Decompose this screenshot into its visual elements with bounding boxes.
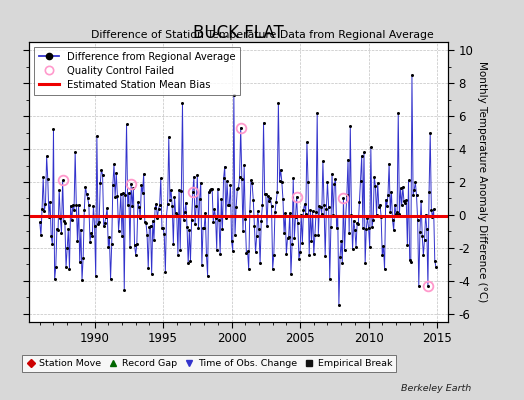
Title: BUCK FLAT: BUCK FLAT <box>193 24 284 42</box>
Legend: Station Move, Record Gap, Time of Obs. Change, Empirical Break: Station Move, Record Gap, Time of Obs. C… <box>22 355 396 372</box>
Text: Berkeley Earth: Berkeley Earth <box>401 384 472 393</box>
Text: Difference of Station Temperature Data from Regional Average: Difference of Station Temperature Data f… <box>91 30 433 40</box>
Y-axis label: Monthly Temperature Anomaly Difference (°C): Monthly Temperature Anomaly Difference (… <box>477 61 487 303</box>
